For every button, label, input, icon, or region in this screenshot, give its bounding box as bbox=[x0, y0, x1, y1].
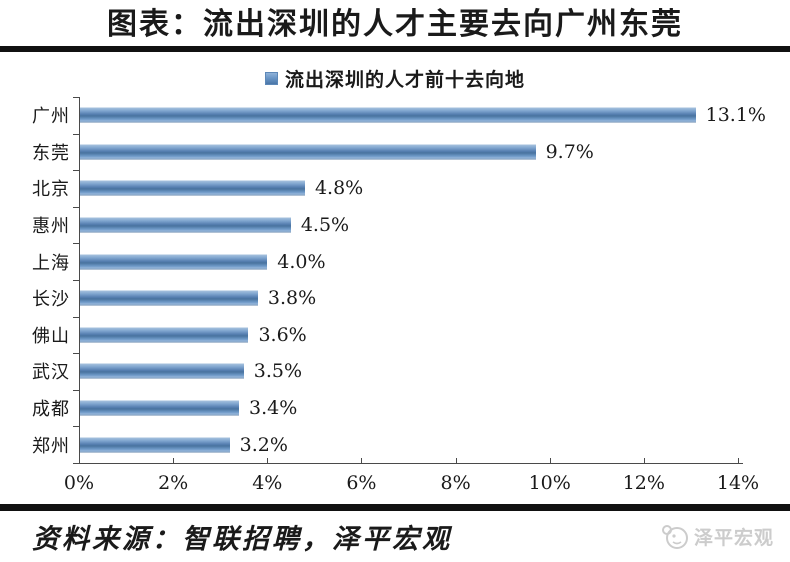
bar bbox=[79, 290, 258, 306]
bar-value-label: 3.6% bbox=[258, 323, 307, 346]
category-label: 东莞 bbox=[32, 142, 70, 164]
category-label: 佛山 bbox=[32, 325, 70, 347]
bar-row: 北京 4.8% bbox=[0, 170, 790, 207]
bar-row: 佛山 3.6% bbox=[0, 317, 790, 354]
y-axis-line bbox=[79, 97, 80, 463]
bar-row: 成都 3.4% bbox=[0, 390, 790, 427]
brand-name: 泽平宏观 bbox=[693, 527, 774, 549]
x-axis-tick bbox=[738, 458, 739, 463]
brand-watermark: 泽平宏观 bbox=[660, 523, 774, 551]
x-axis-tick-label: 12% bbox=[622, 472, 665, 494]
bar-row: 郑州 3.2% bbox=[0, 426, 790, 463]
chart-figure: 图表：流出深圳的人才主要去向广州东莞 流出深圳的人才前十去向地 广州 13.1% 东… bbox=[0, 4, 790, 562]
category-label: 长沙 bbox=[32, 289, 70, 311]
bar bbox=[79, 400, 240, 416]
title-divider bbox=[0, 46, 790, 52]
bar-value-label: 4.5% bbox=[300, 214, 350, 237]
x-axis-tick-label: 2% bbox=[158, 472, 189, 494]
bar-value-label: 4.8% bbox=[314, 177, 364, 200]
x-axis-tick-label: 14% bbox=[716, 472, 760, 494]
x-axis-tick bbox=[455, 458, 457, 463]
y-axis-tick bbox=[73, 353, 79, 355]
x-axis-tick-label: 6% bbox=[346, 472, 377, 494]
bar bbox=[79, 254, 268, 270]
figure-footer: 资料来源：智联招聘，泽平宏观 泽平宏观 bbox=[0, 511, 790, 562]
bar bbox=[79, 180, 305, 196]
category-label: 郑州 bbox=[32, 435, 70, 457]
bar-row: 武汉 3.5% bbox=[0, 353, 790, 390]
bar bbox=[79, 437, 230, 453]
source-note: 资料来源：智联招聘，泽平宏观 bbox=[32, 524, 452, 555]
footer-divider bbox=[0, 504, 790, 511]
x-axis-tick bbox=[267, 458, 269, 463]
x-axis-tick bbox=[173, 458, 175, 463]
y-axis-tick bbox=[73, 426, 79, 428]
bar-value-label: 3.5% bbox=[253, 360, 303, 383]
x-axis-tick bbox=[549, 458, 551, 463]
x-axis-tick bbox=[79, 458, 80, 463]
chart-legend: 流出深圳的人才前十去向地 bbox=[0, 68, 790, 91]
bar bbox=[79, 107, 696, 123]
legend-label: 流出深圳的人才前十去向地 bbox=[284, 68, 525, 91]
y-axis-tick bbox=[73, 97, 79, 98]
x-axis-line bbox=[74, 463, 743, 464]
bar-row: 广州 13.1% bbox=[0, 97, 790, 134]
y-axis-tick bbox=[73, 243, 79, 245]
plot-area: 广州 13.1% 东莞 9.7% 北京 4.8% 惠州 4.5% 上海 4.0% 长沙 3.8% 佛山 3… bbox=[0, 97, 790, 497]
bar bbox=[79, 363, 244, 379]
bar-value-label: 4.0% bbox=[277, 250, 326, 273]
x-axis-tick bbox=[643, 458, 645, 463]
y-axis-tick bbox=[73, 280, 79, 281]
category-label: 北京 bbox=[32, 179, 70, 201]
x-axis-tick-label: 4% bbox=[252, 472, 283, 494]
category-label: 惠州 bbox=[32, 216, 70, 238]
x-axis-tick-label: 10% bbox=[528, 472, 571, 494]
category-label: 上海 bbox=[32, 252, 70, 274]
y-axis-tick bbox=[73, 316, 79, 318]
bar-value-label: 13.1% bbox=[705, 104, 766, 127]
bar-row: 东莞 9.7% bbox=[0, 134, 790, 171]
x-axis-tick bbox=[361, 458, 363, 463]
bar-value-label: 3.4% bbox=[249, 397, 298, 420]
bar bbox=[79, 217, 291, 233]
bar-row: 惠州 4.5% bbox=[0, 207, 790, 244]
y-axis-tick bbox=[73, 389, 79, 391]
category-label: 成都 bbox=[32, 399, 70, 421]
category-label: 武汉 bbox=[32, 362, 70, 384]
x-axis-tick-label: 0% bbox=[63, 472, 95, 494]
bar bbox=[79, 327, 249, 343]
bar-row: 上海 4.0% bbox=[0, 243, 790, 280]
category-label: 广州 bbox=[32, 106, 70, 128]
bar-value-label: 3.8% bbox=[267, 287, 317, 310]
figure-title: 图表：流出深圳的人才主要去向广州东莞 bbox=[107, 7, 683, 42]
bar-value-label: 3.2% bbox=[239, 433, 288, 456]
bar-value-label: 9.7% bbox=[545, 140, 594, 163]
y-axis-tick bbox=[73, 170, 79, 172]
bar-row: 长沙 3.8% bbox=[0, 280, 790, 317]
bar bbox=[79, 144, 536, 160]
brand-logo-icon bbox=[660, 523, 690, 551]
y-axis-tick bbox=[73, 206, 79, 208]
y-axis-tick bbox=[73, 133, 79, 135]
x-axis-tick-label: 8% bbox=[440, 472, 471, 494]
legend-swatch-icon bbox=[264, 71, 278, 85]
